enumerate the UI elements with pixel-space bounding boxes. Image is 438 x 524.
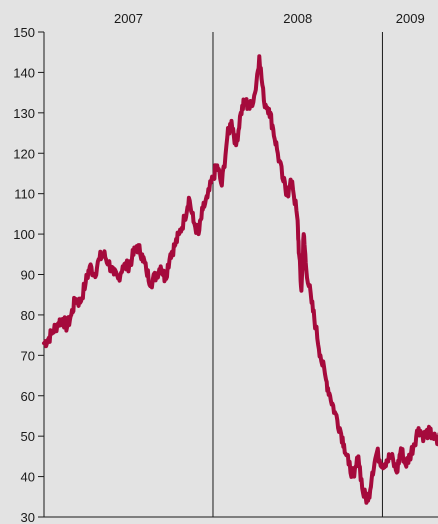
year-label: 2007 [114,11,143,26]
y-tick-label: 30 [21,510,35,524]
year-dividers-and-labels: 2007 2008 2009 [114,11,425,517]
y-tick-label: 110 [14,187,35,202]
y-tick-label: 120 [13,146,35,161]
y-tick-label: 140 [13,65,35,80]
y-tick-label: 150 [13,25,35,40]
series-line [42,54,438,505]
year-label: 2008 [283,11,312,26]
y-tick-label: 80 [21,308,35,323]
y-tick-label: 90 [21,268,35,283]
y-tick-label: 70 [21,348,35,363]
year-label: 2009 [396,11,425,26]
y-tick-label: 130 [13,106,35,121]
y-tick-label: 40 [21,470,35,485]
y-tick-label: 100 [13,227,35,242]
y-tick-label: 50 [21,429,35,444]
y-tick-label: 60 [21,389,35,404]
y-axis-ticks: 30 40 50 60 70 80 90 100 110 120 130 140 150 [13,25,44,524]
